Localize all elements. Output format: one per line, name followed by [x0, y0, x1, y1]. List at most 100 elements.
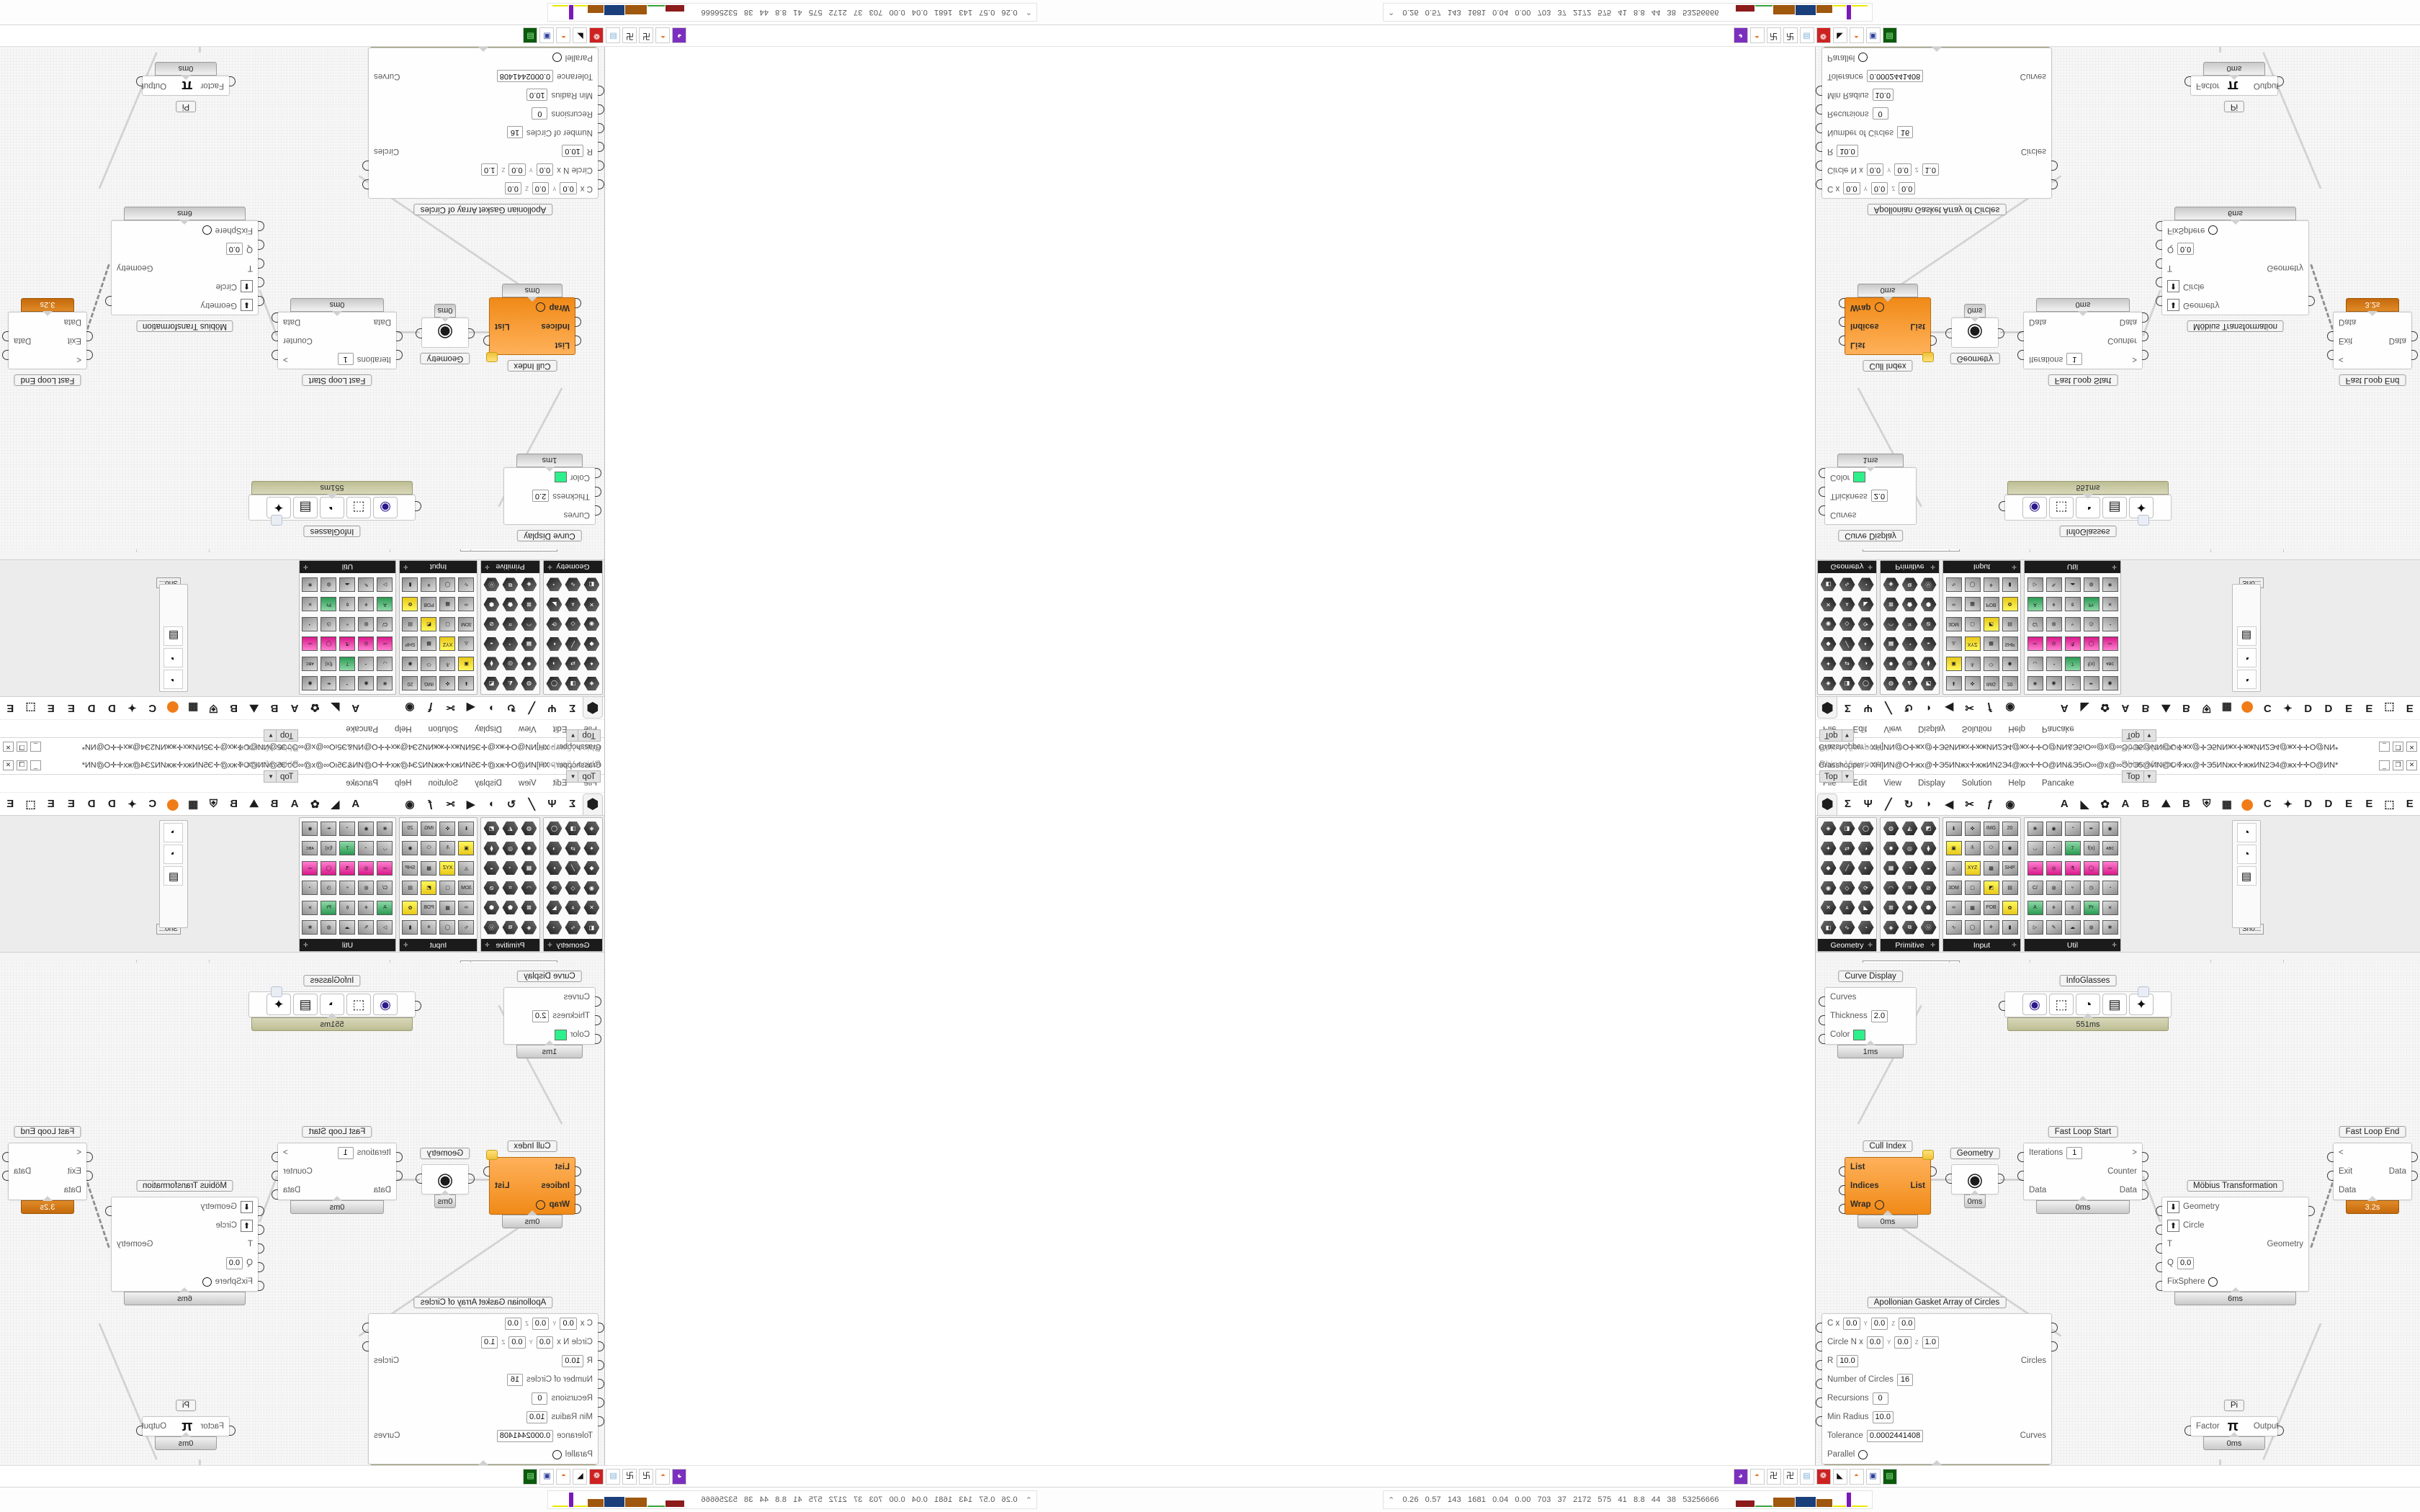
ribbon-group-expand-icon[interactable]: ✛: [1930, 942, 1935, 948]
node-icon-2[interactable]: ◔: [320, 497, 344, 518]
floating-palette-icon-0[interactable]: ◔: [164, 823, 184, 842]
ribbon-component-2-1-5[interactable]: ◯: [439, 576, 457, 594]
toggle-circle[interactable]: [1875, 303, 1884, 312]
ribbon-component-3-0-5[interactable]: ▷: [376, 576, 394, 594]
node-input-port[interactable]: [598, 1379, 604, 1389]
ribbon-component-1-2-0[interactable]: ◩: [1919, 819, 1937, 837]
ribbon-component-1-2-3[interactable]: ⊘: [483, 616, 501, 634]
ribbon-group-expand-icon[interactable]: ✛: [2112, 564, 2117, 570]
taskbar-maze-icon[interactable]: 卍: [1767, 1469, 1781, 1485]
ribbon-group-expand-icon[interactable]: ✛: [1868, 942, 1873, 948]
ribbon-tab-6[interactable]: ◀: [460, 793, 480, 815]
ribbon-component-3-2-1[interactable]: 7: [339, 840, 357, 858]
node-output-port[interactable]: [272, 312, 278, 323]
ribbon-component-2-1-3[interactable]: ▢: [439, 616, 457, 634]
ribbon-component-2-3-1[interactable]: ◉: [2001, 840, 2019, 858]
taskbar-firefox-icon[interactable]: ◓: [656, 1469, 671, 1485]
node-input-port[interactable]: [1839, 1204, 1845, 1214]
ribbon-component-1-1-4[interactable]: ⬟: [501, 595, 519, 613]
node-caption[interactable]: Apollonian Gasket Array of Circles: [1868, 1297, 2007, 1308]
node-body[interactable]: C x 0.0 Y 0.0 Z 0.0 Circle N x 0.0 Y 0.0 Z 1.0 R 10.0…: [368, 48, 599, 199]
node-caption[interactable]: Pi: [176, 1400, 196, 1411]
node-input-port[interactable]: [1816, 179, 1822, 189]
ribbon-component-2-0-4[interactable]: ∞: [1945, 899, 1963, 917]
ribbon-component-2-3-1[interactable]: ◉: [2001, 655, 2019, 673]
floating-palette-icon-1[interactable]: ◔: [2237, 845, 2257, 864]
arrow-down-icon[interactable]: ⬇: [241, 1201, 253, 1213]
node-row-value[interactable]: 1: [338, 1147, 354, 1159]
ribbon-component-1-1-0[interactable]: ◭: [501, 675, 519, 693]
node-input-port[interactable]: [595, 996, 601, 1007]
node-body[interactable]: Iterations 1 > Counter Data Data: [277, 312, 397, 369]
node-caption[interactable]: Cull Index: [1863, 1140, 1912, 1152]
ribbon-component-1-1-1[interactable]: ◎: [1901, 655, 1919, 673]
ribbon-component-2-3-3[interactable]: ▤: [401, 879, 419, 897]
node-output-port[interactable]: [416, 328, 422, 338]
ribbon-component-2-0-4[interactable]: ∞: [457, 899, 475, 917]
ribbon-component-1-1-4[interactable]: ⬟: [501, 899, 519, 917]
ribbon-component-3-4-3[interactable]: ◔: [2101, 879, 2119, 897]
ribbon-group-label[interactable]: Primitive ✛: [1881, 561, 1939, 573]
ribbon-component-2-3-2[interactable]: SHP: [401, 635, 419, 653]
taskbar-rhino-icon[interactable]: ◣: [573, 28, 588, 44]
node-row-value-z[interactable]: 0.0: [505, 1318, 521, 1330]
ribbon-group-expand-icon[interactable]: ✛: [1868, 564, 1873, 570]
ribbon-tab-right-1[interactable]: ◣: [325, 793, 345, 815]
ribbon-component-1-2-4[interactable]: ⬢: [483, 595, 501, 613]
ribbon-component-1-1-3[interactable]: ⌗: [1901, 879, 1919, 897]
node-input-port[interactable]: [2017, 1152, 2024, 1162]
node-row-value-y[interactable]: 0.0: [532, 183, 549, 195]
node-row-value[interactable]: 1: [2066, 1147, 2082, 1159]
system-monitor-readout[interactable]: ⌃ 0.26 0.57 143 1681 0.04 0.00 703 37 2172 575 41 8.…: [1383, 3, 1873, 22]
ribbon-component-0-1-0[interactable]: ◨: [564, 819, 582, 837]
ribbon-component-3-0-5[interactable]: ▷: [2026, 576, 2044, 594]
ribbon-component-1-0-1[interactable]: ✹: [1882, 840, 1900, 858]
taskbar-firefox-icon[interactable]: ◓: [656, 28, 671, 44]
node-row-value-x[interactable]: 0.0: [1867, 1336, 1883, 1349]
ribbon-component-3-3-5[interactable]: ◍: [320, 576, 338, 594]
ribbon-component-1-2-2[interactable]: ◒: [1919, 859, 1937, 877]
ribbon-component-1-1-5[interactable]: ⧉: [501, 576, 519, 594]
node-body[interactable]: Iterations 1 > Counter Data Data: [277, 1143, 397, 1200]
ribbon-component-3-2-5[interactable]: ☁: [2063, 576, 2081, 594]
ribbon-group-expand-icon[interactable]: ✛: [547, 942, 552, 948]
taskbar-app-purple-icon[interactable]: ◕: [673, 1469, 687, 1485]
node-caption[interactable]: Curve Display: [517, 530, 582, 541]
node-row-value[interactable]: 10.0: [526, 89, 547, 102]
ribbon-tab-right-14[interactable]: E: [61, 698, 81, 719]
node-row-value[interactable]: 16: [1897, 1374, 1913, 1386]
node-input-port[interactable]: [575, 1185, 581, 1195]
ribbon-component-1-0-3[interactable]: ◠: [520, 879, 538, 897]
node-output-port[interactable]: [2, 1171, 9, 1181]
node-input-port[interactable]: [1816, 1341, 1822, 1351]
ribbon-component-3-0-0[interactable]: ❀: [376, 675, 394, 693]
node-input-port[interactable]: [1816, 1398, 1822, 1408]
arrow-up-icon[interactable]: ⬆: [241, 1220, 253, 1232]
node-row-value-z[interactable]: 0.0: [1899, 1318, 1915, 1330]
ribbon-component-2-1-0[interactable]: ✜: [1963, 675, 1981, 693]
node-input-port[interactable]: [258, 221, 264, 231]
node-body[interactable]: Iterations 1 > Counter Data Data: [2023, 312, 2143, 369]
ribbon-tab-right-4[interactable]: B: [264, 793, 284, 815]
ribbon-tab-right-10[interactable]: C: [2257, 793, 2277, 815]
ribbon-component-0-1-5[interactable]: ∿: [564, 919, 582, 937]
ribbon-tab-2[interactable]: Ψ: [542, 793, 562, 815]
ribbon-component-0-1-1[interactable]: ⇄: [564, 655, 582, 673]
ribbon-component-0-1-3[interactable]: ◇: [564, 879, 582, 897]
node-output-port[interactable]: [2, 331, 9, 341]
ribbon-component-2-1-2[interactable]: XYZ: [439, 635, 457, 653]
ribbon-tab-9[interactable]: ◉: [2000, 698, 2020, 719]
ribbon-component-0-0-4[interactable]: ✕: [583, 595, 601, 613]
ribbon-group-expand-icon[interactable]: ✛: [2012, 942, 2017, 948]
ribbon-tab-right-8[interactable]: ▦: [183, 793, 203, 815]
node-input-port[interactable]: [2017, 1171, 2024, 1181]
ribbon-component-0-2-5[interactable]: ◔: [1857, 919, 1875, 937]
node-row-value[interactable]: 2.0: [532, 490, 549, 503]
ribbon-group-expand-icon[interactable]: ✛: [1930, 564, 1935, 570]
ribbon-component-1-1-5[interactable]: ⧉: [1901, 576, 1919, 594]
ribbon-tab-6[interactable]: ◀: [1939, 698, 1959, 719]
ribbon-component-0-0-4[interactable]: ✕: [1819, 899, 1837, 917]
ribbon-component-1-0-5[interactable]: ◈: [520, 576, 538, 594]
viewport-projection-select[interactable]: Top ▼: [566, 729, 601, 742]
ribbon-tab-right-11[interactable]: ✦: [122, 793, 142, 815]
